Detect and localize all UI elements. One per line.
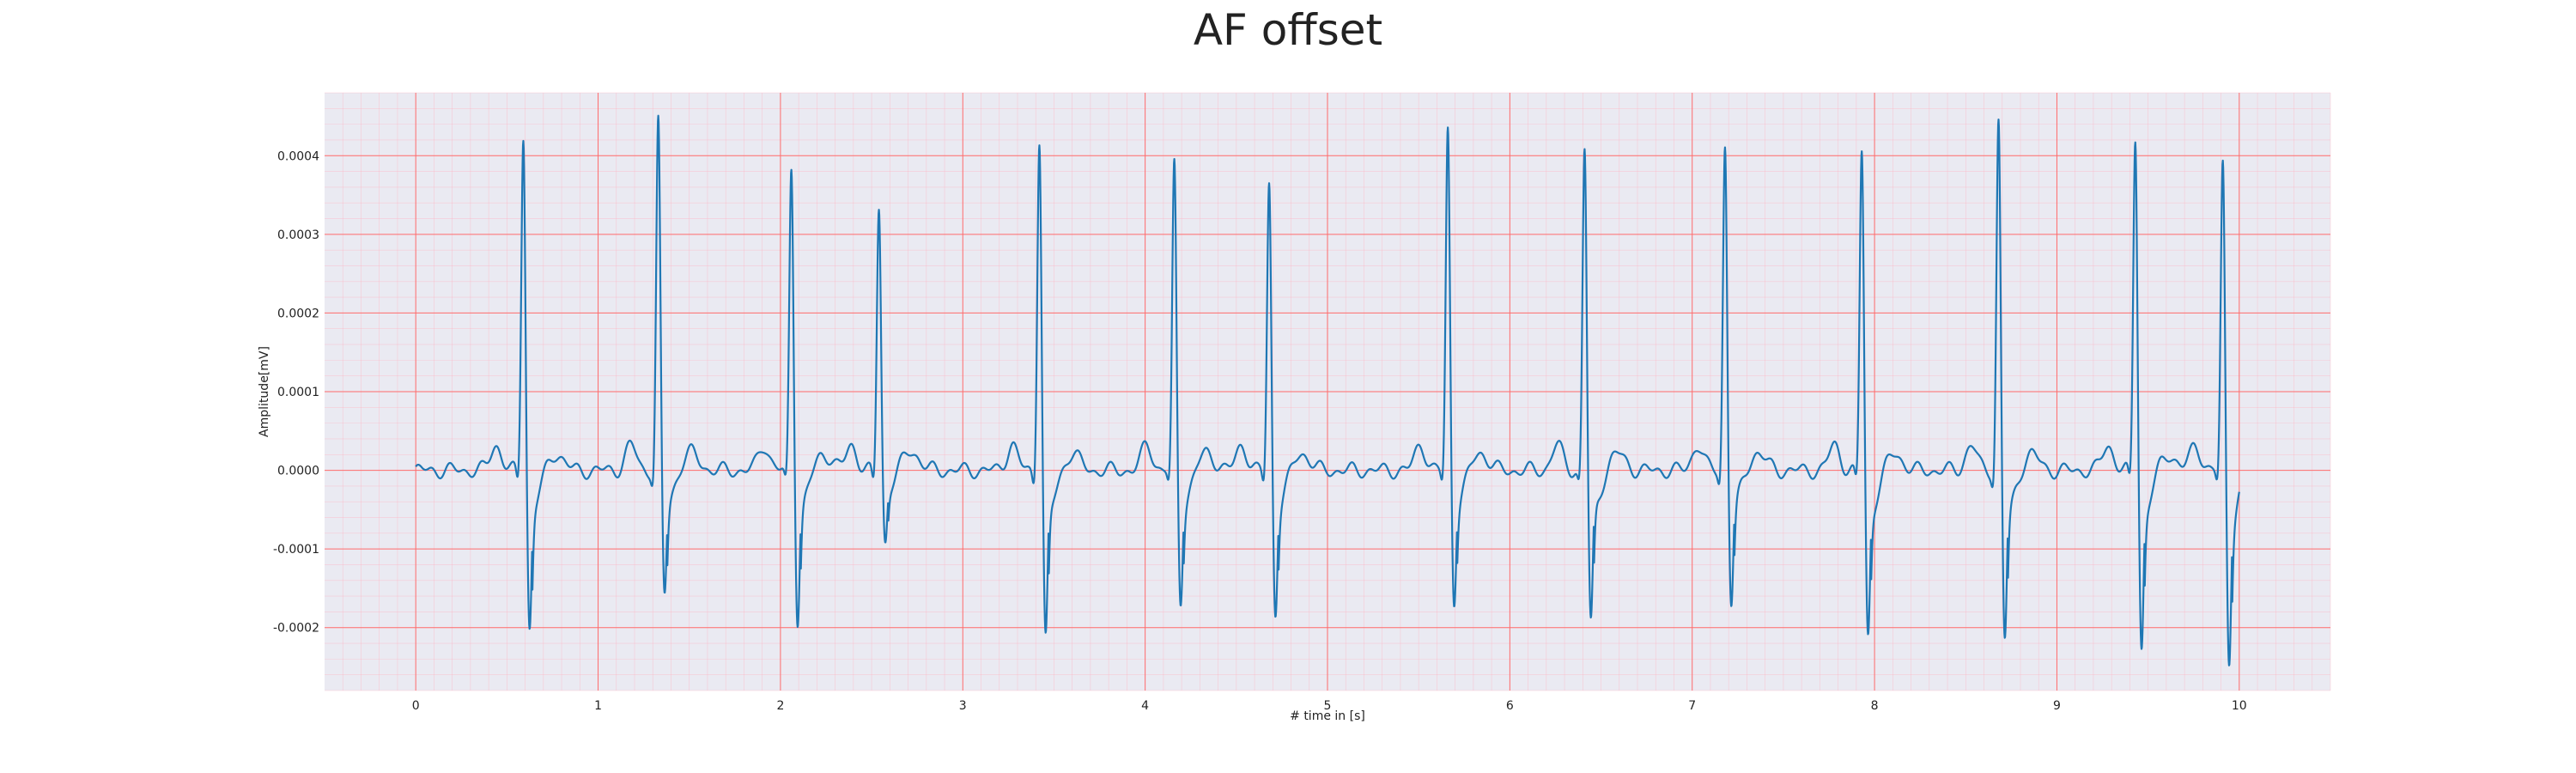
x-axis-label: # time in [s] xyxy=(1290,709,1365,723)
y-tick-label: -0.0001 xyxy=(273,543,319,557)
y-tick-label: 0.0002 xyxy=(277,307,319,320)
x-tick-label: 6 xyxy=(1506,699,1514,713)
x-tick-label: 7 xyxy=(1688,699,1696,713)
x-tick-label: 1 xyxy=(594,699,602,713)
y-tick-label: 0.0004 xyxy=(277,149,319,163)
y-axis-label: Amplitude[mV] xyxy=(258,346,271,437)
y-tick-label: -0.0002 xyxy=(273,622,319,636)
x-tick-label: 2 xyxy=(776,699,784,713)
x-tick-label: 8 xyxy=(1871,699,1879,713)
x-tick-label: 0 xyxy=(412,699,420,713)
x-tick-label: 10 xyxy=(2232,699,2247,713)
x-tick-label: 9 xyxy=(2053,699,2061,713)
y-tick-label: 0.0003 xyxy=(277,228,319,242)
y-tick-labels: -0.0002 -0.0001 0.0000 0.0001 0.0002 0.0003 0.… xyxy=(273,149,319,635)
y-tick-label: 0.0001 xyxy=(277,386,319,399)
x-tick-label: 4 xyxy=(1141,699,1149,713)
x-tick-label: 3 xyxy=(959,699,967,713)
y-tick-label: 0.0000 xyxy=(277,465,319,478)
chart-title: AF offset xyxy=(1194,5,1382,55)
